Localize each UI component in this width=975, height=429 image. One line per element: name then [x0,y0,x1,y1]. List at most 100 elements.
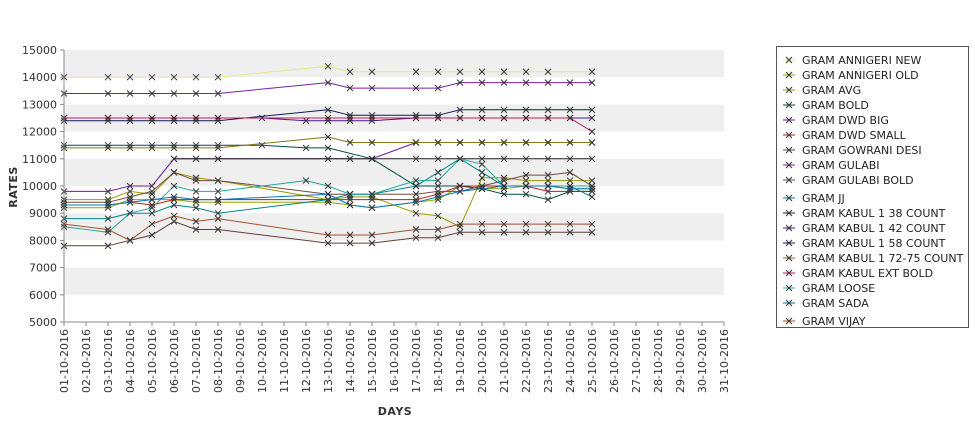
data-point-marker [170,193,178,201]
legend-label: GRAM KABUL 1 38 COUNT [802,206,946,220]
legend-marker-icon [783,116,795,124]
data-point-marker [412,139,420,146]
legend-label: GRAM BOLD [802,98,869,112]
data-point-marker [566,185,574,193]
chart-legend: GRAM ANNIGERI NEW GRAM ANNIGERI OLD GRAM A… [776,46,969,328]
data-point-marker [192,114,200,122]
data-point-marker [588,177,596,184]
x-tick-label: 03-10-2016 [102,329,115,393]
y-tick-label: 10000 [22,180,57,193]
data-point-marker [126,144,134,152]
data-point-marker [456,188,464,195]
legend-label: GRAM DWD BIG [802,113,889,127]
data-point-marker [148,114,156,122]
data-point-marker [544,196,552,203]
data-point-marker [192,141,200,149]
data-point-marker [522,155,530,163]
data-point-marker [346,114,354,122]
legend-label: GRAM ANNIGERI OLD [802,68,919,82]
data-point-marker [192,144,200,152]
data-point-marker [148,220,156,228]
data-point-marker [500,106,508,114]
data-point-marker [412,155,420,163]
data-point-marker [368,117,376,125]
data-point-marker [522,68,530,76]
data-point-marker [368,111,376,119]
data-point-marker [214,198,222,206]
data-point-marker [192,198,200,206]
data-point-marker [170,201,178,209]
data-point-marker [368,231,376,239]
x-tick-label: 06-10-2016 [168,329,181,393]
grid-bands [64,50,724,295]
legend-marker-icon [783,161,795,169]
y-tick-label: 9000 [29,207,57,220]
data-point-marker [346,155,354,163]
data-point-marker [126,117,134,125]
data-point-marker [434,155,442,163]
data-point-marker [544,79,552,86]
legend-item: GRAM GOWRANI DESI [783,143,922,157]
legend-marker-icon [783,176,795,184]
x-tick-label: 11-10-2016 [278,329,291,393]
legend-item: GRAM ANNIGERI NEW [783,53,921,67]
data-point-marker [148,188,156,195]
legend-marker-icon [783,86,795,94]
x-tick-label: 31-10-2016 [718,329,731,393]
data-point-marker [148,73,156,81]
data-point-marker [324,231,332,239]
legend-label: GRAM SADA [802,296,869,310]
data-point-marker [434,188,442,195]
data-point-marker [368,139,376,146]
data-point-marker [324,196,332,203]
legend-marker-icon [783,239,795,247]
legend-item: GRAM SADA [783,296,869,310]
data-point-marker [214,144,222,152]
data-point-marker [500,177,508,184]
data-point-marker [588,79,596,86]
data-point-marker [214,117,222,125]
data-point-marker [324,62,332,70]
data-point-marker [588,228,596,236]
legend-item: GRAM JJ [783,191,845,205]
legend-label: GRAM GOWRANI DESI [802,143,922,157]
data-point-marker [544,106,552,114]
data-point-marker [434,234,442,242]
data-point-marker [170,141,178,149]
data-point-marker [412,84,420,92]
data-point-marker [500,190,508,198]
data-point-marker [500,220,508,228]
data-point-marker [500,79,508,86]
legend-item: GRAM DWD BIG [783,113,889,127]
data-point-marker [456,68,464,76]
x-tick-label: 28-10-2016 [652,329,665,393]
data-point-marker [478,169,486,176]
data-point-marker [478,155,486,163]
data-point-marker [192,73,200,81]
data-point-marker [478,220,486,228]
data-point-marker [126,141,134,149]
data-point-marker [412,177,420,184]
data-point-marker [324,239,332,247]
data-point-marker [148,201,156,209]
y-tick-label: 15000 [22,44,57,57]
data-point-marker [588,106,596,114]
data-point-marker [588,139,596,146]
data-point-marker [434,114,442,122]
x-tick-label: 30-10-2016 [696,329,709,393]
data-point-marker [566,79,574,86]
series-group [60,114,596,135]
data-point-marker [324,133,332,141]
x-tick-label: 27-10-2016 [630,329,643,393]
data-point-marker [522,190,530,198]
data-point-marker [104,188,112,195]
data-point-marker [434,177,442,184]
x-tick-label: 21-10-2016 [498,329,511,393]
data-point-marker [544,228,552,236]
data-point-marker [588,185,596,193]
data-point-marker [170,144,178,152]
y-axis-title: RATES [7,166,20,208]
data-point-marker [368,68,376,76]
data-point-marker [500,228,508,236]
grid-band [64,213,724,241]
